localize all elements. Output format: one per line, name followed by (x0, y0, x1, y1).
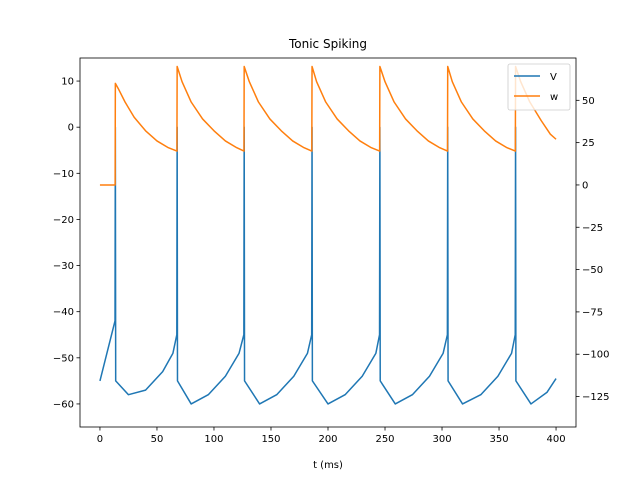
x-tick-label: 0 (97, 434, 103, 445)
left-y-tick-label: −40 (53, 307, 74, 318)
x-axis: 0 50 100 150 200 250 300 350 400 (97, 427, 566, 445)
left-y-axis: −60 −50 −40 −30 −20 −10 0 10 (53, 77, 80, 410)
left-y-tick-label: −10 (53, 169, 74, 180)
x-tick-label: 400 (546, 434, 565, 445)
series-line-V (99, 126, 557, 405)
right-y-tick-label: 50 (582, 96, 595, 107)
x-tick-label: 50 (151, 434, 164, 445)
left-y-tick-label: −50 (53, 353, 74, 364)
right-y-tick-label: 0 (582, 180, 588, 191)
chart-title: Tonic Spiking (288, 37, 367, 51)
legend-box (507, 63, 571, 111)
x-tick-label: 250 (375, 434, 394, 445)
left-y-tick-label: −60 (53, 399, 74, 410)
x-tick-label: 350 (489, 434, 508, 445)
x-tick-label: 200 (318, 434, 337, 445)
right-y-tick-label: −125 (582, 392, 609, 403)
right-y-tick-label: −50 (582, 265, 603, 276)
left-y-tick-label: −30 (53, 261, 74, 272)
x-axis-label: t (ms) (313, 460, 343, 471)
legend-label-V: V (550, 72, 557, 83)
legend-label-w: w (550, 92, 558, 103)
right-y-tick-label: −25 (582, 223, 603, 234)
left-y-tick-label: 10 (61, 77, 74, 88)
x-tick-label: 100 (204, 434, 223, 445)
left-y-tick-label: 0 (68, 123, 74, 134)
x-tick-label: 150 (261, 434, 280, 445)
right-y-tick-label: 25 (582, 138, 595, 149)
series-line-w (99, 65, 557, 186)
legend: Vw (507, 63, 571, 111)
right-y-tick-label: −75 (582, 307, 603, 318)
x-tick-label: 300 (432, 434, 451, 445)
left-y-tick-label: −20 (53, 215, 74, 226)
right-y-axis: −125 −100 −75 −50 −25 0 25 50 (576, 96, 609, 403)
right-y-tick-label: −100 (582, 350, 609, 361)
